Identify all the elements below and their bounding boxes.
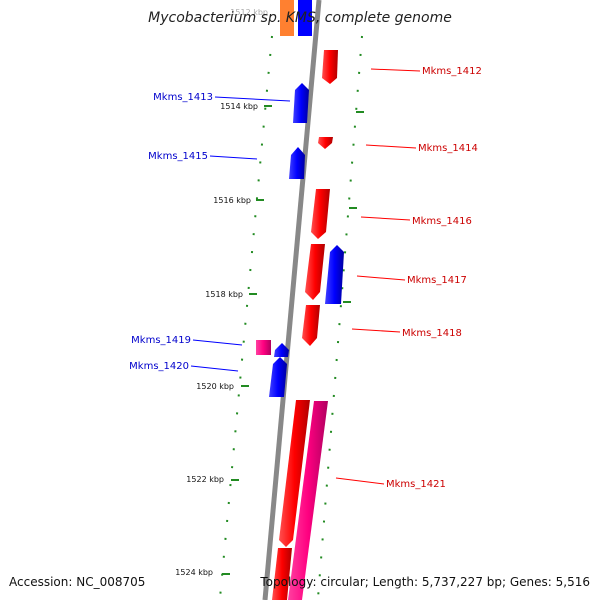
leader-line [209,155,258,160]
gene-label-mkms-1414[interactable]: Mkms_1414 [418,143,478,154]
leader-line [192,339,243,346]
scale-track-inner [219,35,273,599]
gene-arrow-mkms-1421-pink[interactable] [288,401,328,600]
gene-label-mkms-1416[interactable]: Mkms_1416 [412,216,472,227]
gene-fragment-top-left [280,0,294,36]
leader-line [190,365,239,372]
leader-line [214,96,291,102]
gene-label-mkms-1418[interactable]: Mkms_1418 [402,328,462,339]
scale-label: 1520 kbp [196,382,234,391]
accession-label: Accession: NC_008705 [9,575,146,589]
leader-line [365,144,417,149]
gene-label-mkms-1419[interactable]: Mkms_1419 [131,335,191,346]
scale-label: 1516 kbp [213,196,251,205]
gene-arrow-mkms-1420a[interactable] [274,343,289,357]
leader-line [356,275,406,281]
scale-label: 1518 kbp [205,290,243,299]
gene-arrow-mkms-1417b[interactable] [325,245,344,304]
gene-box-mkms-1419[interactable] [256,340,271,355]
scale-major-ticks [222,105,364,575]
gene-label-mkms-1421[interactable]: Mkms_1421 [386,479,446,490]
scale-label: 1524 kbp [175,568,213,577]
gene-arrow-mkms-1413[interactable] [293,83,309,123]
gene-arrow-bottom-red [272,548,292,600]
genome-info-label: Topology: circular; Length: 5,737,227 bp… [260,575,590,589]
leader-line [360,216,411,221]
scale-label: 1522 kbp [186,475,224,484]
gene-fragment-top-blue [298,0,312,36]
gene-label-mkms-1415[interactable]: Mkms_1415 [148,151,208,162]
gene-arrow-mkms-1416[interactable] [311,189,330,239]
gene-arrow-mkms-1421[interactable] [279,400,310,547]
genome-backbone [262,0,322,600]
gene-label-mkms-1417[interactable]: Mkms_1417 [407,275,467,286]
scale-label: 1514 kbp [220,102,258,111]
gene-label-mkms-1413[interactable]: Mkms_1413 [153,92,213,103]
leader-line [370,68,421,72]
gene-label-mkms-1420[interactable]: Mkms_1420 [129,361,189,372]
gene-arrow-mkms-1414[interactable] [318,137,333,149]
gene-arrow-mkms-1420b[interactable] [269,357,287,397]
scale-track-outer [317,35,363,599]
gene-arrow-mkms-1417a[interactable] [305,244,325,300]
leader-line [351,328,401,333]
gene-arrow-mkms-1412[interactable] [322,50,338,84]
map-title: Mycobacterium sp. KMS, complete genome [148,10,452,26]
gene-arrow-mkms-1418[interactable] [302,305,320,346]
gene-arrow-mkms-1415[interactable] [289,147,305,179]
leader-line [335,477,385,485]
scale-label: 1512 kbp [230,8,268,17]
gene-label-mkms-1412[interactable]: Mkms_1412 [422,66,482,77]
